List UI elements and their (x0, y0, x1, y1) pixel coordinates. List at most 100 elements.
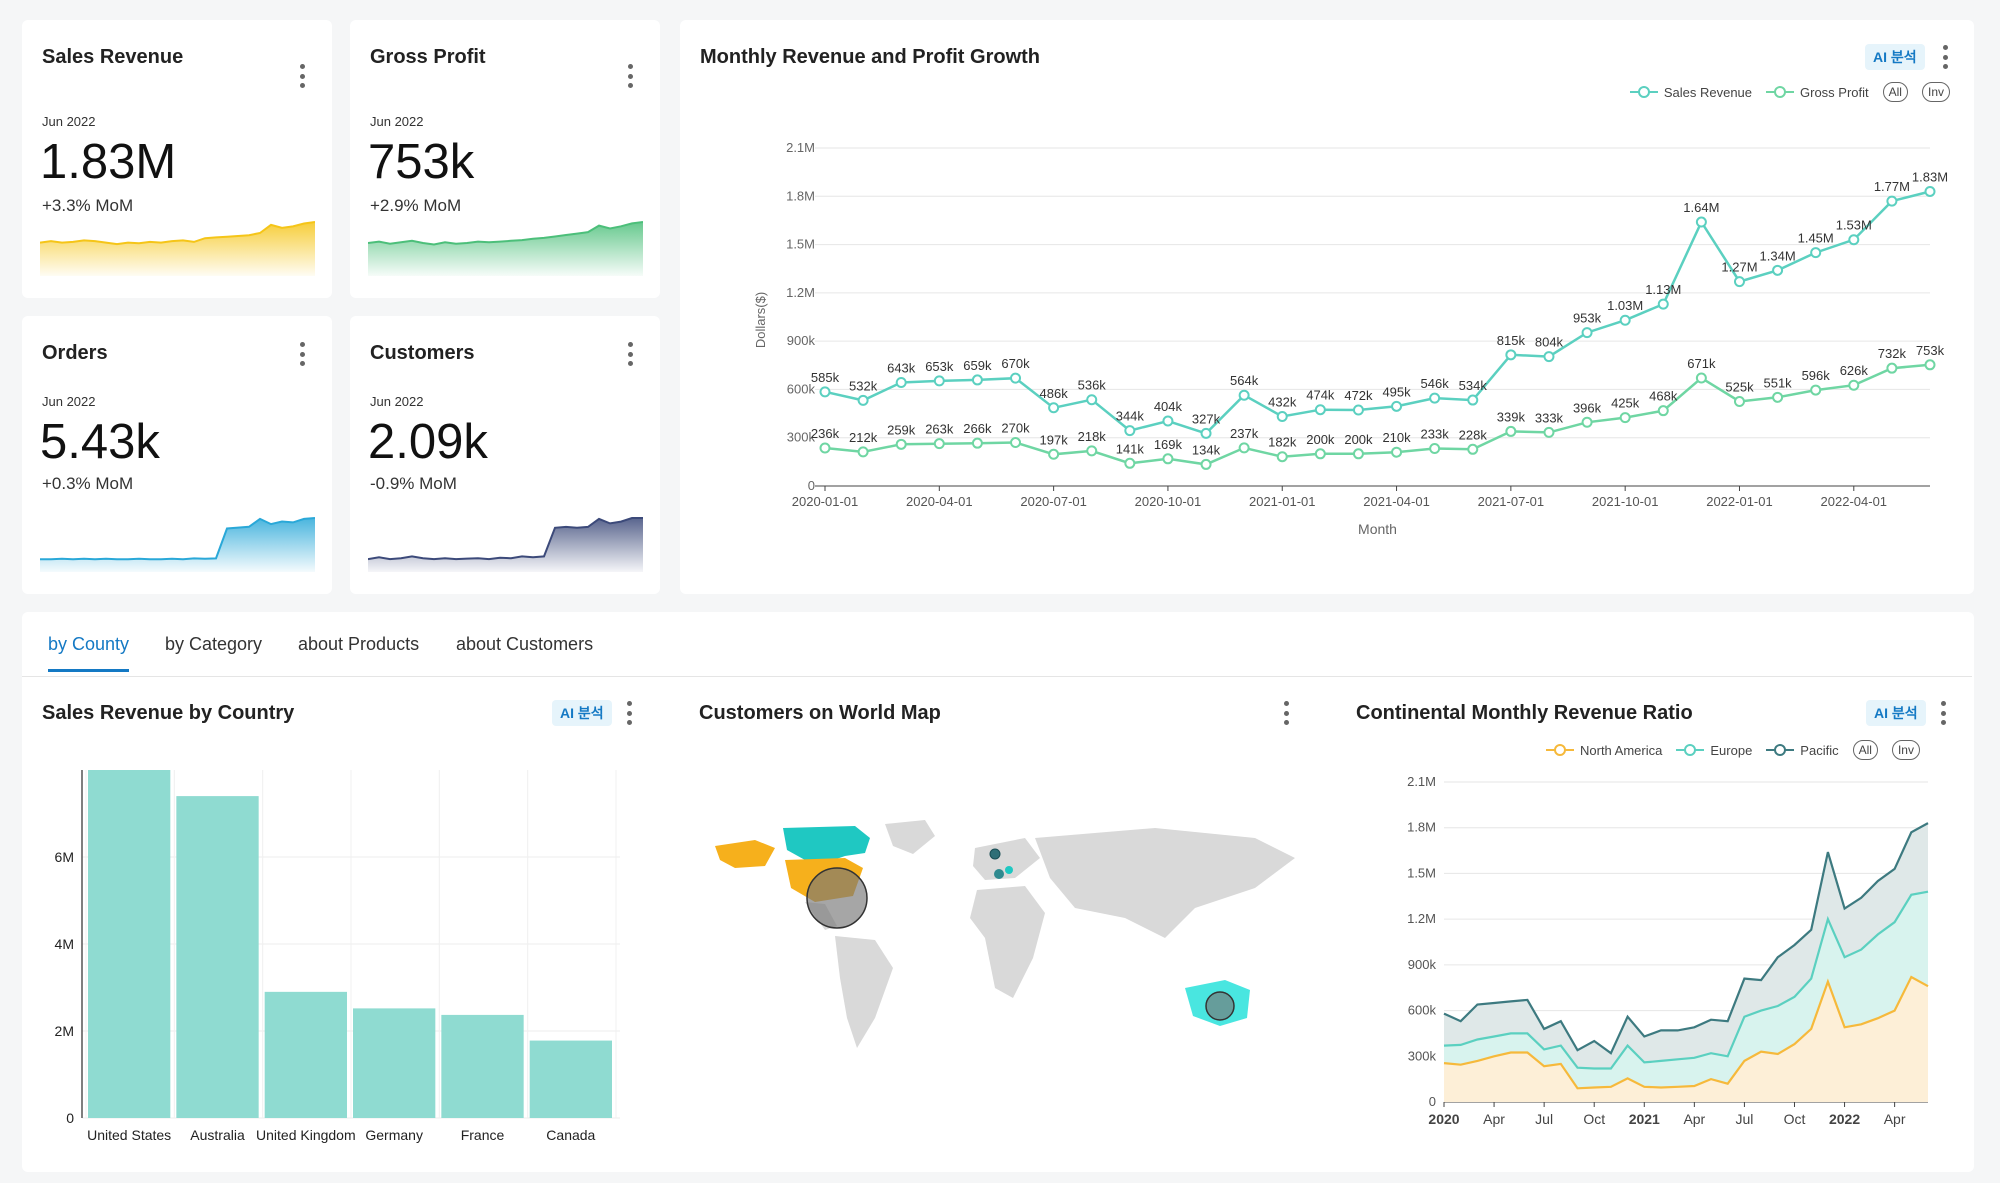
data-point (1810, 384, 1822, 396)
y-axis-label: Dollars($) (753, 292, 768, 348)
x-tick-label: 2021-01-01 (1249, 494, 1316, 509)
map-marker-germany[interactable] (1005, 866, 1013, 874)
data-label: 564k (1230, 373, 1259, 388)
data-point (1772, 264, 1784, 276)
y-tick-label: 2M (55, 1023, 74, 1039)
data-label: 1.64M (1683, 200, 1719, 215)
data-point (1314, 448, 1326, 460)
data-point (1314, 404, 1326, 416)
sparkline (368, 221, 643, 276)
data-label: 236k (811, 426, 840, 441)
tab-about-customers[interactable]: about Customers (456, 634, 594, 654)
legend-label: Pacific (1800, 742, 1839, 758)
legend-gross-profit[interactable]: Gross Profit (1766, 85, 1869, 100)
map-region-canada[interactable] (783, 826, 870, 863)
legend-pacific[interactable]: Pacific (1766, 742, 1839, 758)
data-label: 486k (1040, 386, 1069, 401)
x-tick-label: Canada (546, 1127, 595, 1143)
data-point (1733, 396, 1745, 407)
data-label: 653k (925, 359, 954, 374)
legend-north-america[interactable]: North America (1546, 743, 1662, 758)
data-point (1505, 425, 1517, 437)
x-tick-label: Oct (1784, 1111, 1806, 1127)
data-point (1848, 379, 1860, 391)
main-chart-card: Monthly Revenue and Profit Growth AI 분석 … (680, 20, 1974, 594)
x-tick-label: 2021-10-01 (1592, 494, 1659, 509)
data-label: 525k (1725, 380, 1754, 395)
data-label: 425k (1611, 396, 1640, 411)
map-marker-uk[interactable] (989, 848, 1001, 860)
y-tick-label: 0 (808, 478, 815, 493)
legend-line-icon (1629, 86, 1658, 98)
y-tick-label: 1.2M (1407, 911, 1436, 926)
y-tick-label: 6M (55, 849, 74, 865)
kpi-card-customers: Customers Jun 2022 2.09k -0.9% MoM (350, 316, 660, 594)
legend-label: Gross Profit (1800, 84, 1869, 100)
area-line-0 (1443, 975, 1929, 1090)
tab-about-products[interactable]: about Products (298, 634, 420, 654)
more-options-icon[interactable] (1940, 701, 1946, 725)
data-point (1086, 445, 1098, 457)
more-options-icon[interactable] (626, 701, 632, 725)
data-point (1657, 298, 1669, 310)
more-options-icon[interactable] (1942, 45, 1948, 69)
kpi-title: Gross Profit (370, 46, 486, 68)
legend-all-toggle[interactable]: All (1882, 82, 1908, 102)
more-options-icon[interactable] (1283, 701, 1289, 725)
data-label: 233k (1421, 426, 1450, 441)
data-label: 1.45M (1798, 231, 1834, 246)
bar (529, 1040, 612, 1118)
bar (441, 1014, 524, 1118)
legend-sales-revenue[interactable]: Sales Revenue (1629, 85, 1752, 100)
data-point (1391, 446, 1403, 458)
more-options-icon[interactable] (627, 64, 633, 88)
data-label: 327k (1192, 411, 1221, 426)
map-bubble-australia[interactable] (1205, 991, 1235, 1021)
tab-by-county[interactable]: by County (48, 634, 130, 672)
data-label: 953k (1573, 311, 1602, 326)
legend-line-icon (1766, 86, 1795, 98)
map-region-asia (1035, 828, 1295, 938)
map-region-alaska[interactable] (715, 840, 775, 868)
map-marker-france[interactable] (994, 869, 1004, 879)
main-line-chart: 0 300k 600k 900k 1.2M 1.5M 1.8M 2.1M 2020-01-01 2… (753, 140, 1948, 537)
data-label: 404k (1154, 399, 1183, 414)
area-line-2 (1443, 822, 1929, 1055)
world-map[interactable] (695, 818, 1315, 1078)
x-tick-label: Australia (190, 1127, 245, 1143)
series-line-1 (824, 363, 1931, 466)
data-point (1200, 427, 1212, 439)
legend-invert-toggle[interactable]: Inv (1921, 82, 1950, 102)
more-options-icon[interactable] (299, 342, 305, 366)
bar (88, 770, 171, 1118)
data-label: 263k (925, 422, 954, 437)
data-point (1086, 394, 1098, 406)
data-label: 468k (1649, 389, 1678, 404)
x-tick-label: Apr (1884, 1111, 1906, 1127)
tab-by-category[interactable]: by Category (165, 634, 263, 654)
y-tick-label: 900k (787, 333, 816, 348)
data-label: 396k (1573, 400, 1602, 415)
x-tick-label: 2022-04-01 (1821, 494, 1888, 509)
legend-invert-toggle[interactable]: Inv (1891, 740, 1920, 760)
kpi-value: 5.43k (40, 415, 160, 469)
data-point (819, 386, 831, 398)
ai-analysis-button[interactable]: AI 분석 (1866, 700, 1926, 726)
map-bubble-usa[interactable] (806, 867, 868, 929)
more-options-icon[interactable] (299, 64, 305, 88)
sparkline-area (40, 222, 315, 276)
legend-all-toggle[interactable]: All (1852, 740, 1878, 760)
data-label: 536k (1078, 378, 1107, 393)
data-label: 546k (1421, 376, 1450, 391)
legend-europe[interactable]: Europe (1676, 743, 1752, 758)
data-label: 228k (1459, 427, 1488, 442)
data-point (1238, 442, 1250, 454)
more-options-icon[interactable] (627, 342, 633, 366)
data-label: 1.27M (1721, 260, 1757, 275)
data-label: 197k (1040, 432, 1069, 447)
main-chart-legend: Sales Revenue Gross Profit All Inv (1629, 82, 1950, 102)
data-label: 1.53M (1836, 218, 1872, 233)
legend-label: North America (1580, 742, 1663, 758)
ai-analysis-button[interactable]: AI 분석 (1865, 44, 1925, 70)
ai-analysis-button[interactable]: AI 분석 (552, 700, 612, 726)
